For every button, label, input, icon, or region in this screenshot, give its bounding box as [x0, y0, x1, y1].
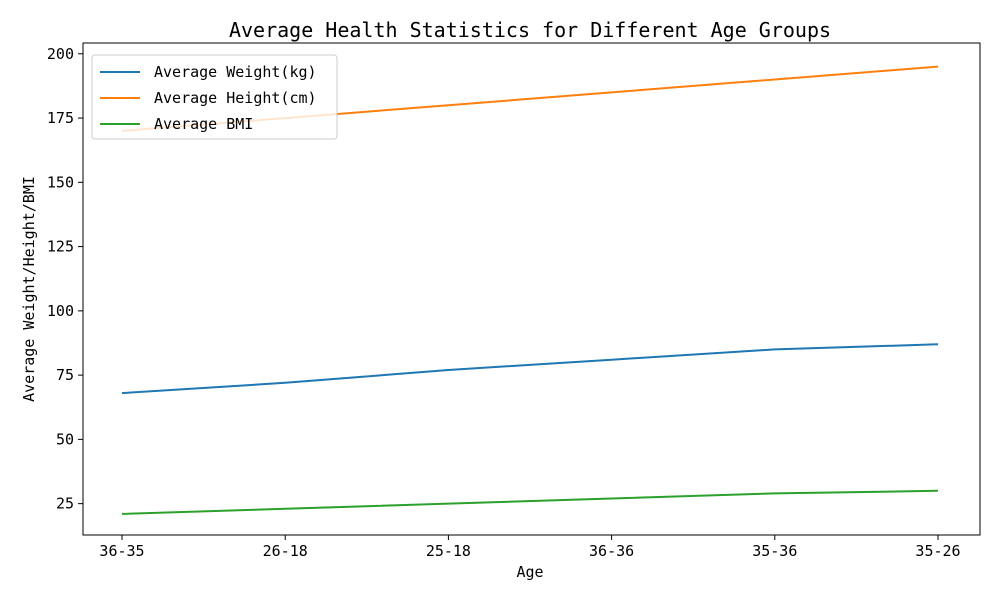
y-tick-label: 150: [47, 173, 74, 191]
x-tick-label: 35-36: [752, 542, 797, 560]
chart-title: Average Health Statistics for Different …: [229, 18, 831, 42]
series-line-0: [121, 343, 939, 395]
legend-label: Average BMI: [154, 115, 253, 133]
x-tick-label: 26-18: [263, 542, 308, 560]
x-tick-label: 35-26: [915, 542, 960, 560]
y-tick-label: 200: [47, 45, 74, 63]
y-axis: 25 50 75 100 125 150 175 200: [47, 45, 83, 513]
y-tick-label: 25: [56, 495, 74, 513]
y-tick-label: 50: [56, 430, 74, 448]
x-axis: 36-35 26-18 25-18 36-36 35-36 35-26: [99, 535, 961, 560]
y-axis-label: Average Weight/Height/BMI: [20, 176, 38, 402]
x-axis-label: Age: [516, 563, 543, 581]
legend: Average Weight(kg) Average Height(cm) Aver…: [91, 54, 338, 140]
plot-area: [82, 42, 981, 536]
legend-label: Average Weight(kg): [154, 63, 317, 81]
y-tick-label: 125: [47, 238, 74, 256]
legend-box: [91, 54, 338, 140]
series-line-2: [121, 489, 939, 515]
y-tick-label: 75: [56, 366, 74, 384]
legend-label: Average Height(cm): [154, 89, 317, 107]
y-tick-label: 175: [47, 109, 74, 127]
x-tick-label: 36-35: [99, 542, 144, 560]
x-tick-label: 36-36: [589, 542, 634, 560]
y-tick-label: 100: [47, 302, 74, 320]
x-tick-label: 25-18: [426, 542, 471, 560]
